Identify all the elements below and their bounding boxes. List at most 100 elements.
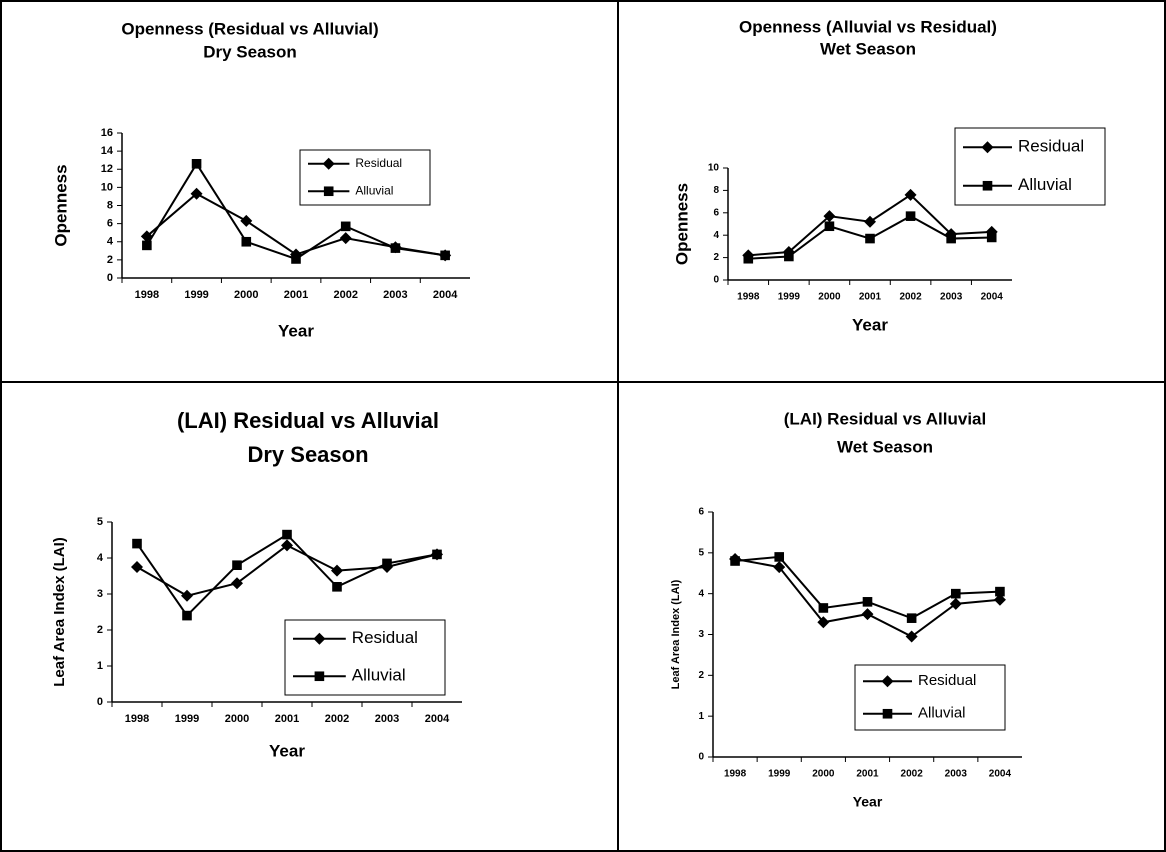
- point: [181, 589, 193, 602]
- series-line: [136, 544, 438, 597]
- y-tick-label: 3: [698, 629, 704, 640]
- point: [906, 613, 917, 623]
- y-tick-label: 0: [698, 752, 704, 763]
- y-tick-label: 3: [97, 588, 103, 600]
- y-tick-label: 0: [97, 696, 103, 708]
- point: [817, 616, 830, 629]
- legend-label: Alluvial: [352, 666, 406, 685]
- x-axis-label: Year: [278, 321, 314, 340]
- chart-title: Openness (Residual vs Alluvial): [121, 19, 378, 38]
- legend-marker: [322, 157, 335, 170]
- point: [950, 588, 961, 599]
- point: [232, 560, 242, 570]
- y-tick-label: 6: [107, 218, 113, 230]
- legend-label: Residual: [1018, 137, 1084, 156]
- y-tick-label: 8: [713, 185, 719, 196]
- point: [132, 538, 142, 549]
- point: [864, 215, 876, 228]
- legend-marker: [981, 141, 994, 154]
- chart-title: (LAI) Residual vs Alluvial: [784, 409, 986, 428]
- legend-label: Alluvial: [1018, 175, 1072, 194]
- y-tick-label: 16: [101, 127, 113, 139]
- point: [282, 529, 292, 540]
- point: [774, 552, 785, 562]
- y-tick-label: 5: [698, 547, 704, 558]
- point: [390, 243, 401, 253]
- legend-label: Residual: [355, 156, 402, 170]
- chart-subtitle: Wet Season: [820, 39, 916, 58]
- x-tick-label: 2003: [945, 769, 968, 780]
- chart-subtitle: Wet Season: [837, 437, 933, 456]
- x-tick-label: 2004: [425, 713, 450, 725]
- point: [946, 233, 956, 244]
- x-axis-label: Year: [853, 794, 883, 810]
- x-tick-label: 1999: [778, 292, 801, 303]
- x-tick-label: 2003: [940, 292, 963, 303]
- legend-box: [284, 619, 446, 696]
- point: [331, 564, 343, 577]
- y-tick-label: 6: [698, 507, 704, 518]
- x-tick-label: 2003: [383, 289, 407, 301]
- x-axis-label: Year: [852, 315, 888, 334]
- y-tick-label: 8: [107, 199, 113, 211]
- x-axis-label: Year: [269, 741, 305, 760]
- point: [904, 188, 917, 201]
- y-tick-label: 4: [698, 588, 704, 599]
- x-tick-label: 2003: [375, 713, 399, 725]
- point: [905, 630, 918, 643]
- legend-marker: [323, 186, 334, 197]
- x-tick-label: 1998: [135, 289, 159, 301]
- legend-marker: [313, 632, 326, 645]
- point: [865, 233, 875, 244]
- legend-box: [954, 127, 1106, 206]
- y-tick-label: 4: [713, 230, 719, 241]
- point: [432, 549, 442, 560]
- legend-label: Alluvial: [355, 183, 393, 197]
- point: [241, 236, 252, 247]
- point: [281, 539, 293, 552]
- y-tick-label: 2: [107, 254, 113, 266]
- legend-label: Alluvial: [918, 705, 966, 722]
- chart-title: Openness (Alluvial vs Residual): [739, 17, 997, 36]
- x-tick-label: 2001: [284, 289, 308, 301]
- chart-title: (LAI) Residual vs Alluvial: [177, 408, 439, 433]
- point: [131, 561, 143, 573]
- x-tick-label: 2004: [981, 292, 1004, 303]
- point: [142, 240, 152, 251]
- y-axis-label: Leaf Area Index (LAI): [670, 579, 682, 689]
- y-tick-label: 6: [713, 207, 719, 218]
- x-tick-label: 1998: [737, 292, 760, 303]
- x-tick-label: 2001: [856, 769, 879, 780]
- x-tick-label: 1998: [125, 713, 149, 725]
- legend-box: [854, 664, 1006, 731]
- y-tick-label: 10: [708, 163, 720, 174]
- point: [291, 254, 301, 264]
- y-tick-label: 0: [107, 272, 113, 284]
- point: [784, 251, 794, 262]
- point: [191, 159, 202, 169]
- y-tick-label: 5: [97, 516, 103, 528]
- point: [986, 232, 997, 243]
- x-tick-label: 2001: [275, 713, 299, 725]
- point: [332, 582, 342, 592]
- point: [993, 593, 1006, 606]
- x-tick-label: 2000: [225, 713, 249, 725]
- y-tick-label: 2: [713, 252, 719, 263]
- x-tick-label: 2000: [818, 292, 841, 303]
- point: [182, 610, 192, 621]
- y-tick-label: 4: [97, 552, 104, 564]
- point: [743, 253, 754, 264]
- legend-box: [299, 149, 431, 206]
- x-tick-label: 2001: [859, 292, 882, 303]
- legend-marker: [982, 180, 993, 191]
- y-axis-label: Openness: [672, 183, 691, 265]
- y-tick-label: 2: [97, 624, 103, 636]
- point: [905, 211, 916, 221]
- y-tick-label: 4: [107, 236, 114, 248]
- legend-marker: [881, 675, 894, 688]
- y-axis-label: Leaf Area Index (LAI): [51, 537, 68, 686]
- x-tick-label: 2002: [899, 292, 922, 303]
- chart-subtitle: Dry Season: [203, 42, 297, 61]
- point: [995, 586, 1005, 597]
